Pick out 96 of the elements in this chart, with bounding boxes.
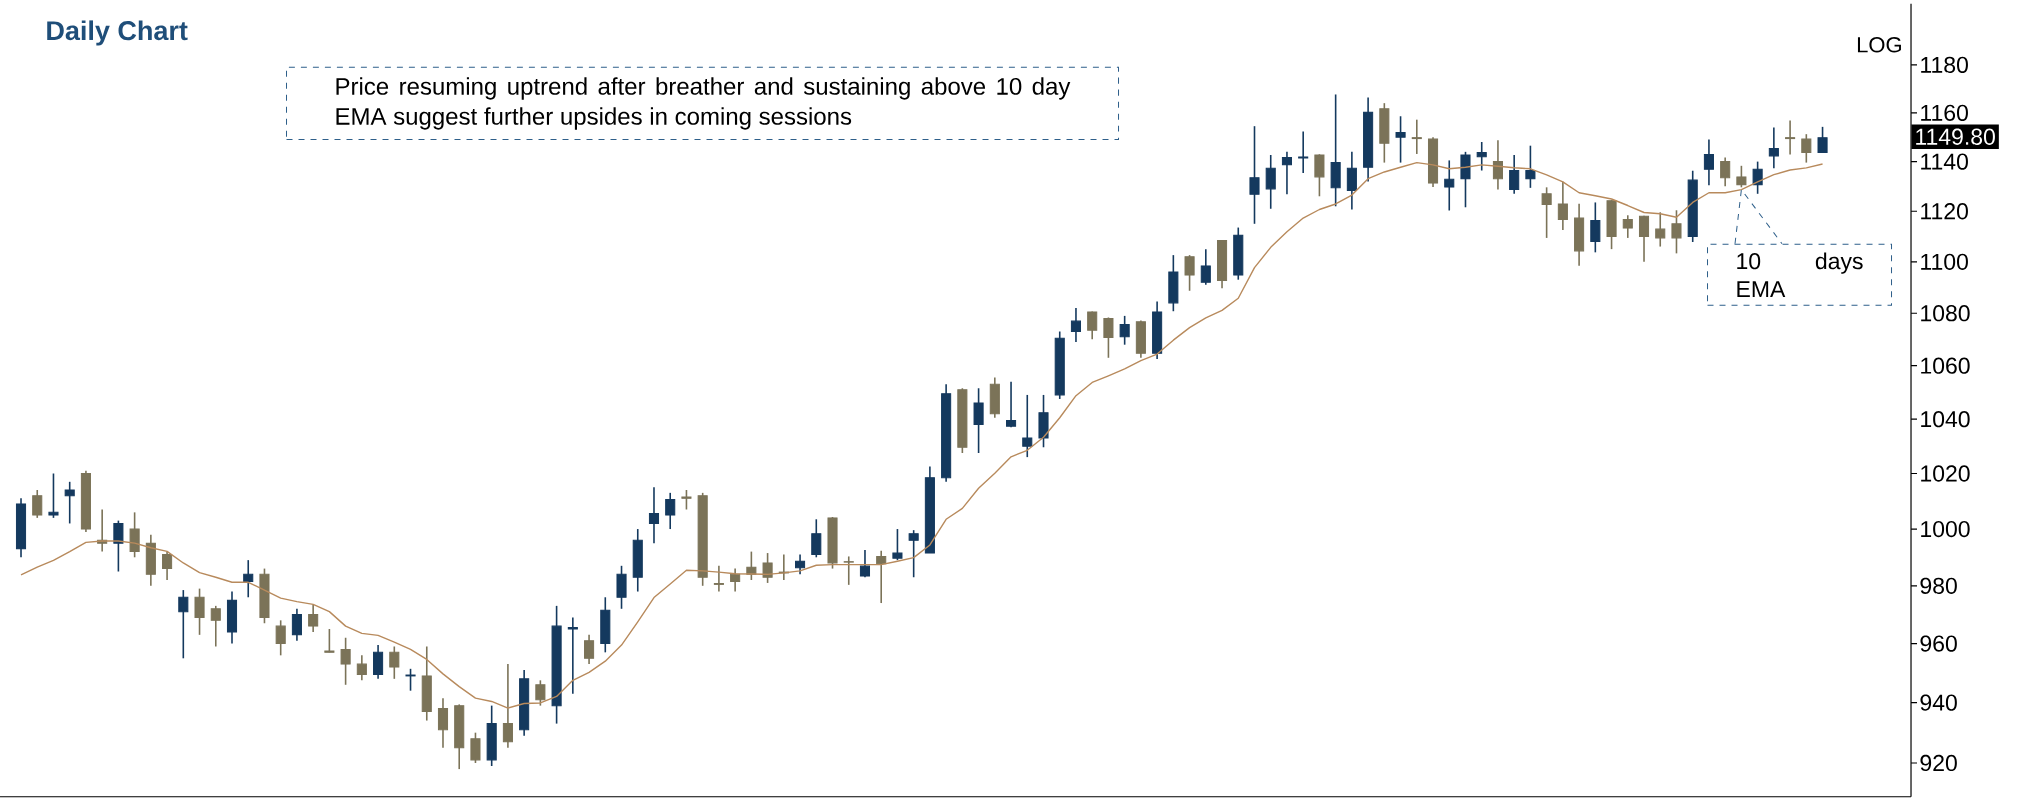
candlestick (194, 587, 205, 636)
y-tick-label: 1140 (1921, 153, 1968, 170)
candlestick (1768, 126, 1779, 170)
candlestick (32, 489, 43, 519)
candlestick (340, 636, 351, 686)
candlestick (1184, 254, 1195, 292)
candlestick (859, 549, 871, 579)
candlestick (1249, 125, 1260, 225)
candlestick (210, 605, 221, 648)
candlestick (243, 559, 254, 599)
y-tick-label: 1060 (1921, 357, 1970, 374)
y-tick-label: 980 (1920, 577, 1957, 594)
candlestick (876, 549, 887, 604)
candlestick (908, 529, 919, 579)
candlestick (1720, 156, 1731, 188)
y-tick-label: 1180 (1921, 56, 1968, 73)
text: Daily Chart (47, 20, 188, 46)
candlestick (1281, 151, 1292, 196)
candlestick (713, 565, 724, 593)
candlestick (405, 668, 416, 692)
candlestick (1541, 186, 1552, 239)
candlestick (1314, 153, 1325, 198)
candlestick (1444, 159, 1455, 212)
candlestick (291, 607, 302, 642)
candlestick (1022, 394, 1033, 458)
y-tick-label: 1040 (1921, 411, 1970, 428)
y-tick-label: 1080 (1921, 305, 1970, 322)
candlestick (1525, 144, 1536, 189)
annotation: Price resuming uptrend after breather and sustaining above 10 day EMA suggest further upsides in coming sessions (336, 77, 1071, 130)
y-tick-label: 1000 (1921, 520, 1970, 538)
candlestick (1298, 130, 1309, 174)
candlestick (1817, 126, 1828, 154)
candlestick (275, 619, 286, 657)
candlestick (324, 628, 335, 654)
candlestick (1622, 214, 1633, 239)
text: LOG (1857, 36, 1901, 53)
candlestick (762, 552, 773, 584)
candlestick (437, 697, 449, 749)
candlestick (1119, 315, 1130, 346)
candlestick (1655, 211, 1666, 248)
candlestick (1346, 151, 1357, 211)
candlestick (1103, 316, 1114, 359)
candlestick (470, 731, 481, 764)
candlestick (681, 489, 692, 511)
candlestick (1200, 248, 1211, 286)
candlestick (730, 567, 741, 593)
candlestick (178, 589, 189, 660)
candlestick (567, 616, 578, 695)
y-tick-label: 940 (1920, 694, 1957, 711)
candlestick (1509, 154, 1520, 195)
candlestick (356, 654, 367, 682)
candlestick (1265, 154, 1276, 210)
candlestick (1785, 119, 1796, 156)
y-tick-label: 960 (1920, 635, 1957, 652)
candlestick (1395, 115, 1406, 164)
candlestick (308, 603, 319, 633)
candlestick (1476, 141, 1487, 172)
y-tick-label: 1120 (1921, 203, 1968, 220)
candlestick (892, 528, 903, 561)
candlestick (665, 492, 676, 530)
candlestick (1638, 214, 1650, 263)
y-tick-label: 1020 (1921, 465, 1970, 482)
y-tick-label: 920 (1920, 754, 1957, 772)
candlestick (502, 663, 513, 749)
candlestick (648, 486, 660, 544)
candlestick (535, 679, 546, 707)
candlestick (1736, 165, 1747, 189)
y-tick-label: 1100 (1921, 253, 1968, 270)
candlestick (162, 550, 173, 581)
candlestick (811, 518, 822, 559)
y-tick-label: 1160 (1921, 104, 1968, 121)
candlestick (616, 565, 627, 610)
candlestick (1070, 307, 1082, 343)
text: 1149.80 (1916, 128, 1995, 145)
candlestick (1801, 133, 1812, 164)
candlestick (64, 481, 75, 525)
candlestick (48, 472, 59, 519)
candlestick (973, 387, 984, 454)
candlestick (1492, 139, 1503, 191)
candlestick (373, 644, 384, 680)
candlestick (1752, 160, 1763, 195)
candlestick (1557, 181, 1568, 231)
text: 10 days EMA (1737, 252, 1863, 298)
candlestick (1460, 151, 1471, 209)
candlestick (1671, 209, 1682, 255)
candlestick (843, 555, 854, 586)
candlestick (1087, 310, 1098, 341)
candlestick (584, 634, 595, 665)
candlestick (113, 519, 124, 573)
candlestick (795, 553, 806, 576)
candlestick (1006, 380, 1017, 428)
candlestick (129, 511, 140, 559)
candlestick (1411, 118, 1422, 155)
candlestick (389, 645, 400, 680)
candlestick (1590, 201, 1601, 254)
candlestick (1703, 138, 1714, 187)
